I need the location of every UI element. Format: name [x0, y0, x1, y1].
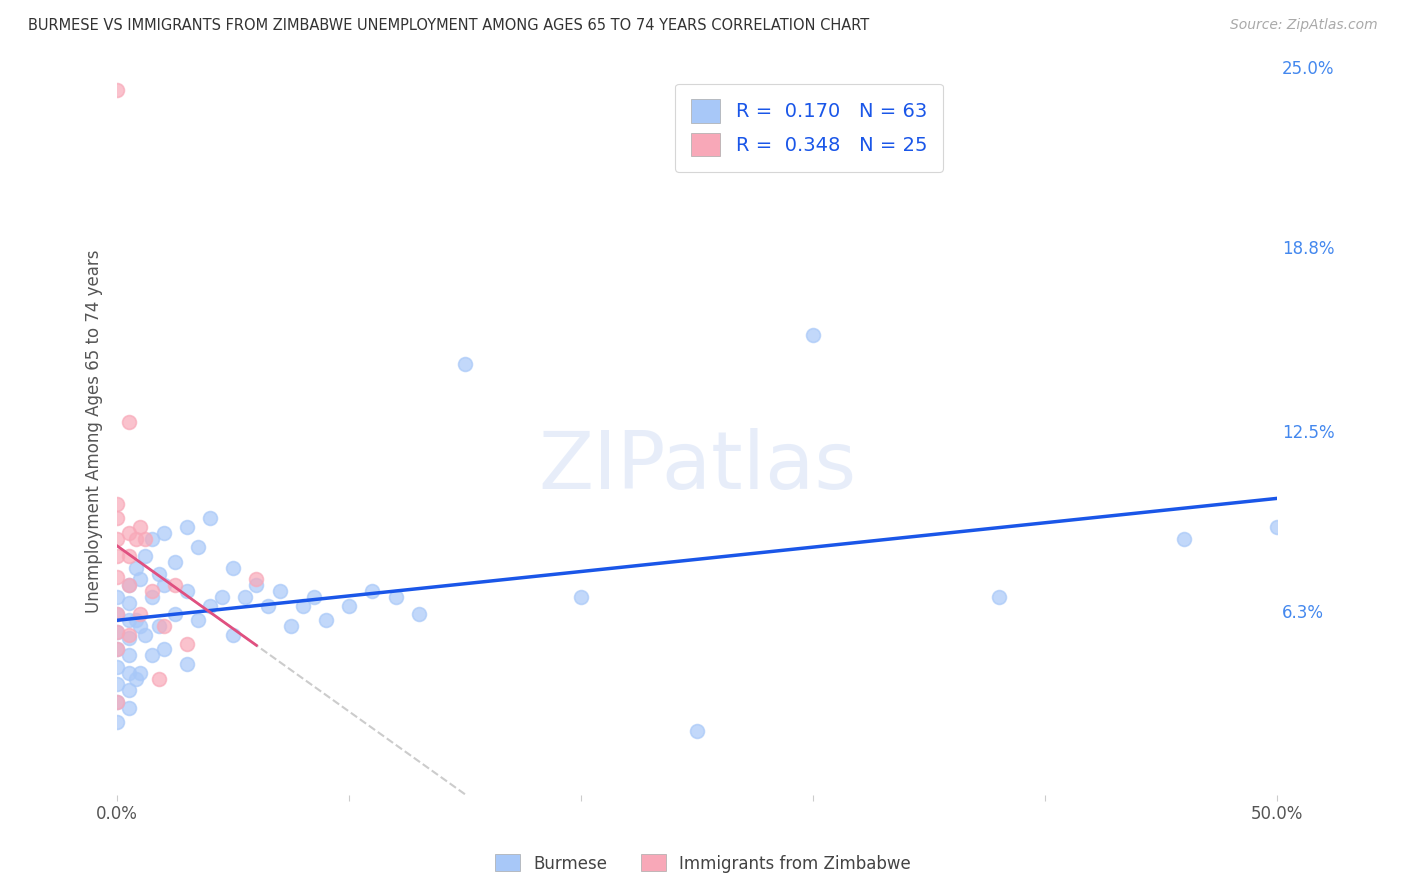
Point — [105, 607, 128, 622]
Point — [125, 672, 148, 686]
Point — [118, 415, 141, 429]
Point — [118, 628, 141, 642]
Point — [105, 83, 128, 97]
Point — [141, 584, 163, 599]
Point — [987, 590, 1010, 604]
Point — [125, 532, 148, 546]
Point — [245, 573, 267, 587]
Point — [118, 578, 141, 592]
Point — [269, 584, 291, 599]
Point — [165, 578, 187, 592]
Text: ZIPatlas: ZIPatlas — [538, 428, 856, 507]
Point — [176, 584, 198, 599]
Point — [105, 715, 128, 730]
Point — [125, 613, 148, 627]
Point — [176, 520, 198, 534]
Point — [105, 511, 128, 525]
Point — [176, 636, 198, 650]
Point — [337, 599, 360, 613]
Point — [361, 584, 384, 599]
Point — [801, 327, 824, 342]
Point — [134, 628, 156, 642]
Point — [105, 677, 128, 691]
Point — [118, 665, 141, 680]
Point — [187, 541, 209, 555]
Point — [129, 520, 152, 534]
Point — [152, 525, 174, 540]
Point — [134, 549, 156, 563]
Text: Source: ZipAtlas.com: Source: ZipAtlas.com — [1230, 18, 1378, 32]
Point — [134, 532, 156, 546]
Point — [148, 672, 170, 686]
Point — [118, 525, 141, 540]
Point — [291, 599, 314, 613]
Point — [280, 619, 302, 633]
Point — [1173, 532, 1195, 546]
Point — [148, 566, 170, 581]
Point — [141, 590, 163, 604]
Point — [222, 561, 245, 575]
Point — [129, 607, 152, 622]
Point — [686, 723, 709, 738]
Point — [141, 532, 163, 546]
Legend: R =  0.170   N = 63, R =  0.348   N = 25: R = 0.170 N = 63, R = 0.348 N = 25 — [675, 84, 943, 172]
Point — [176, 657, 198, 671]
Point — [118, 596, 141, 610]
Point — [105, 624, 128, 639]
Point — [384, 590, 406, 604]
Point — [1265, 520, 1288, 534]
Point — [165, 555, 187, 569]
Point — [105, 624, 128, 639]
Point — [118, 613, 141, 627]
Legend: Burmese, Immigrants from Zimbabwe: Burmese, Immigrants from Zimbabwe — [488, 847, 918, 880]
Point — [129, 619, 152, 633]
Point — [105, 607, 128, 622]
Point — [198, 511, 221, 525]
Point — [141, 648, 163, 663]
Point — [105, 532, 128, 546]
Point — [105, 642, 128, 657]
Point — [569, 590, 592, 604]
Point — [315, 613, 337, 627]
Point — [105, 695, 128, 709]
Point — [105, 660, 128, 674]
Point — [105, 590, 128, 604]
Point — [233, 590, 256, 604]
Point — [152, 642, 174, 657]
Point — [304, 590, 326, 604]
Point — [222, 628, 245, 642]
Point — [187, 613, 209, 627]
Text: BURMESE VS IMMIGRANTS FROM ZIMBABWE UNEMPLOYMENT AMONG AGES 65 TO 74 YEARS CORRE: BURMESE VS IMMIGRANTS FROM ZIMBABWE UNEM… — [28, 18, 869, 33]
Point — [118, 700, 141, 714]
Point — [118, 578, 141, 592]
Point — [105, 497, 128, 511]
Point — [257, 599, 280, 613]
Point — [125, 561, 148, 575]
Point — [105, 695, 128, 709]
Point — [129, 573, 152, 587]
Point — [118, 648, 141, 663]
Point — [245, 578, 267, 592]
Point — [105, 569, 128, 583]
Point — [129, 665, 152, 680]
Point — [148, 619, 170, 633]
Point — [152, 619, 174, 633]
Point — [408, 607, 430, 622]
Point — [211, 590, 233, 604]
Point — [454, 357, 477, 371]
Point — [118, 683, 141, 698]
Point — [118, 631, 141, 645]
Point — [198, 599, 221, 613]
Point — [152, 578, 174, 592]
Point — [118, 549, 141, 563]
Y-axis label: Unemployment Among Ages 65 to 74 years: Unemployment Among Ages 65 to 74 years — [86, 249, 103, 613]
Point — [105, 642, 128, 657]
Point — [165, 607, 187, 622]
Point — [105, 549, 128, 563]
